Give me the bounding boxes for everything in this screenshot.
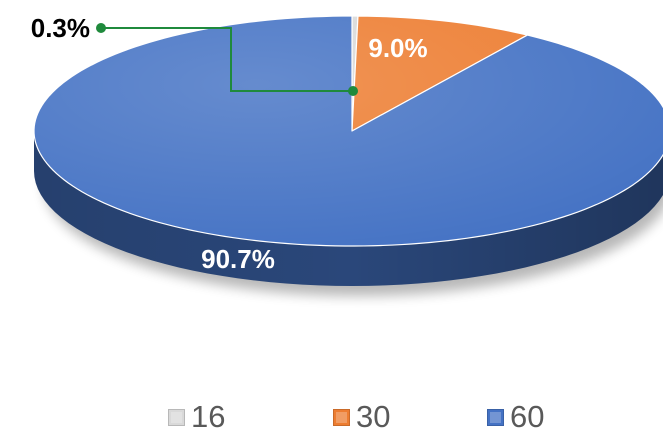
legend: 16 30 60 — [0, 398, 663, 436]
legend-swatch-60 — [487, 408, 504, 426]
leader-dot-label — [96, 23, 106, 33]
pie-side-shade-60 — [34, 131, 663, 286]
legend-item-16: 16 — [168, 398, 225, 436]
legend-item-60: 60 — [487, 398, 544, 436]
pie-chart-canvas: 0.3% 9.0% 90.7% — [31, 13, 663, 296]
pie-top-highlight — [34, 16, 663, 246]
legend-label-16: 16 — [191, 399, 226, 434]
legend-item-30: 30 — [333, 398, 390, 436]
legend-label-30: 30 — [356, 399, 391, 434]
data-label-16: 0.3% — [31, 13, 90, 43]
data-label-30: 9.0% — [368, 33, 427, 63]
legend-label-60: 60 — [510, 399, 545, 434]
legend-swatch-16 — [168, 408, 185, 426]
leader-line — [101, 27, 353, 92]
leader-dot-slice — [347, 86, 358, 96]
legend-swatch-30 — [333, 408, 350, 426]
data-label-60: 90.7% — [201, 244, 275, 274]
